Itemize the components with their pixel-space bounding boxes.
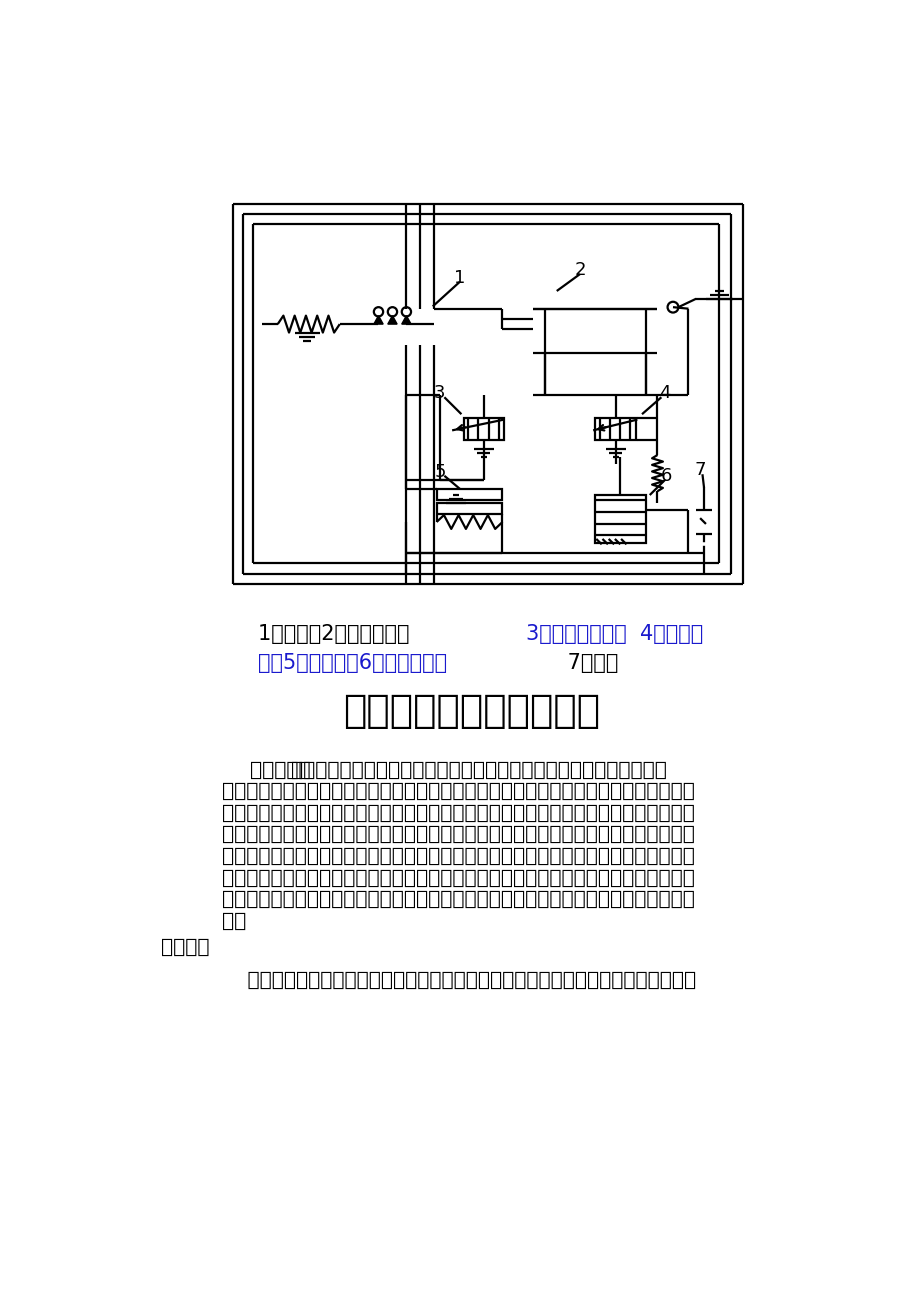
Bar — [595, 495, 645, 543]
Text: 3．过电流脱扣器  4．分励脱: 3．过电流脱扣器 4．分励脱 — [525, 625, 702, 644]
Text: 5: 5 — [435, 464, 446, 480]
Polygon shape — [388, 315, 397, 324]
Text: 由脱扣机构动作。分励脱扣器则作为远距离控制用，在正常工作时，其线圈是断电的，在: 由脱扣机构动作。分励脱扣器则作为远距离控制用，在正常工作时，其线圈是断电的，在 — [221, 868, 694, 888]
Polygon shape — [402, 315, 411, 324]
Circle shape — [402, 307, 411, 316]
Text: 6: 6 — [661, 467, 672, 484]
Text: 1．主触头2．自由脱扣器: 1．主触头2．自由脱扣器 — [258, 625, 423, 644]
Text: 片上弯曲，推动自由脱扣机构动作。当电路欠电压时，欠电压脱扣器的衔铁释放。也使自: 片上弯曲，推动自由脱扣机构动作。当电路欠电压时，欠电压脱扣器的衔铁释放。也使自 — [221, 846, 694, 866]
Text: 7．按钮: 7．按钮 — [560, 652, 618, 673]
Text: 主触点锁在合闸位置上。过电流脱扣器的线圈和热脱扣器的热元件与主电路串联，欠电压: 主触点锁在合闸位置上。过电流脱扣器的线圈和热脱扣器的热元件与主电路串联，欠电压 — [221, 783, 694, 801]
Text: 自由脱扣机构动作，主触点断开主电路。当电路过载时，热脱扣器的热元件发热使双金属: 自由脱扣机构动作，主触点断开主电路。当电路过载时，热脱扣器的热元件发热使双金属 — [221, 825, 694, 845]
Text: 一、引言: 一、引言 — [162, 937, 210, 957]
Text: 脱扣器的线圈和电源并联。当电路发生短路或严重过载时，过电流脱扣器的衔铁吸合，使: 脱扣器的线圈和电源并联。当电路发生短路或严重过载时，过电流脱扣器的衔铁吸合，使 — [221, 803, 694, 823]
Bar — [437, 503, 502, 513]
Bar — [463, 418, 504, 440]
Text: 的主触点是靠手动操作或电动合闸的。主触点闭合后，自由脱扣机构将: 的主触点是靠手动操作或电动合闸的。主触点闭合后，自由脱扣机构将 — [290, 760, 666, 780]
Text: 低压断路器分为万能式断路器和塑料外壳式断路器两大类，目前我国万能式断路器主: 低压断路器分为万能式断路器和塑料外壳式断路器两大类，目前我国万能式断路器主 — [221, 971, 696, 990]
Polygon shape — [373, 315, 382, 324]
Text: 低压断路器: 低压断路器 — [221, 760, 311, 780]
Bar — [437, 488, 502, 500]
Circle shape — [373, 307, 382, 316]
Circle shape — [388, 307, 397, 316]
Text: 1: 1 — [454, 270, 465, 286]
Bar — [595, 418, 635, 440]
Text: 塑壳式低压断路器原理图: 塑壳式低压断路器原理图 — [343, 691, 599, 729]
Text: 扣器5．热脱扣器6．失压脱扣器: 扣器5．热脱扣器6．失压脱扣器 — [258, 652, 447, 673]
Text: 2: 2 — [573, 262, 585, 279]
Text: 3: 3 — [433, 384, 444, 402]
Text: 开。: 开。 — [221, 911, 246, 931]
Text: 4: 4 — [659, 384, 670, 402]
Text: 需要距离控制时，按下起动按钮，使线圈通电，衔铁带动自由脱扣机构动作，使主触点断: 需要距离控制时，按下起动按钮，使线圈通电，衔铁带动自由脱扣机构动作，使主触点断 — [221, 891, 694, 909]
Text: 7: 7 — [694, 461, 705, 479]
Circle shape — [667, 302, 677, 312]
